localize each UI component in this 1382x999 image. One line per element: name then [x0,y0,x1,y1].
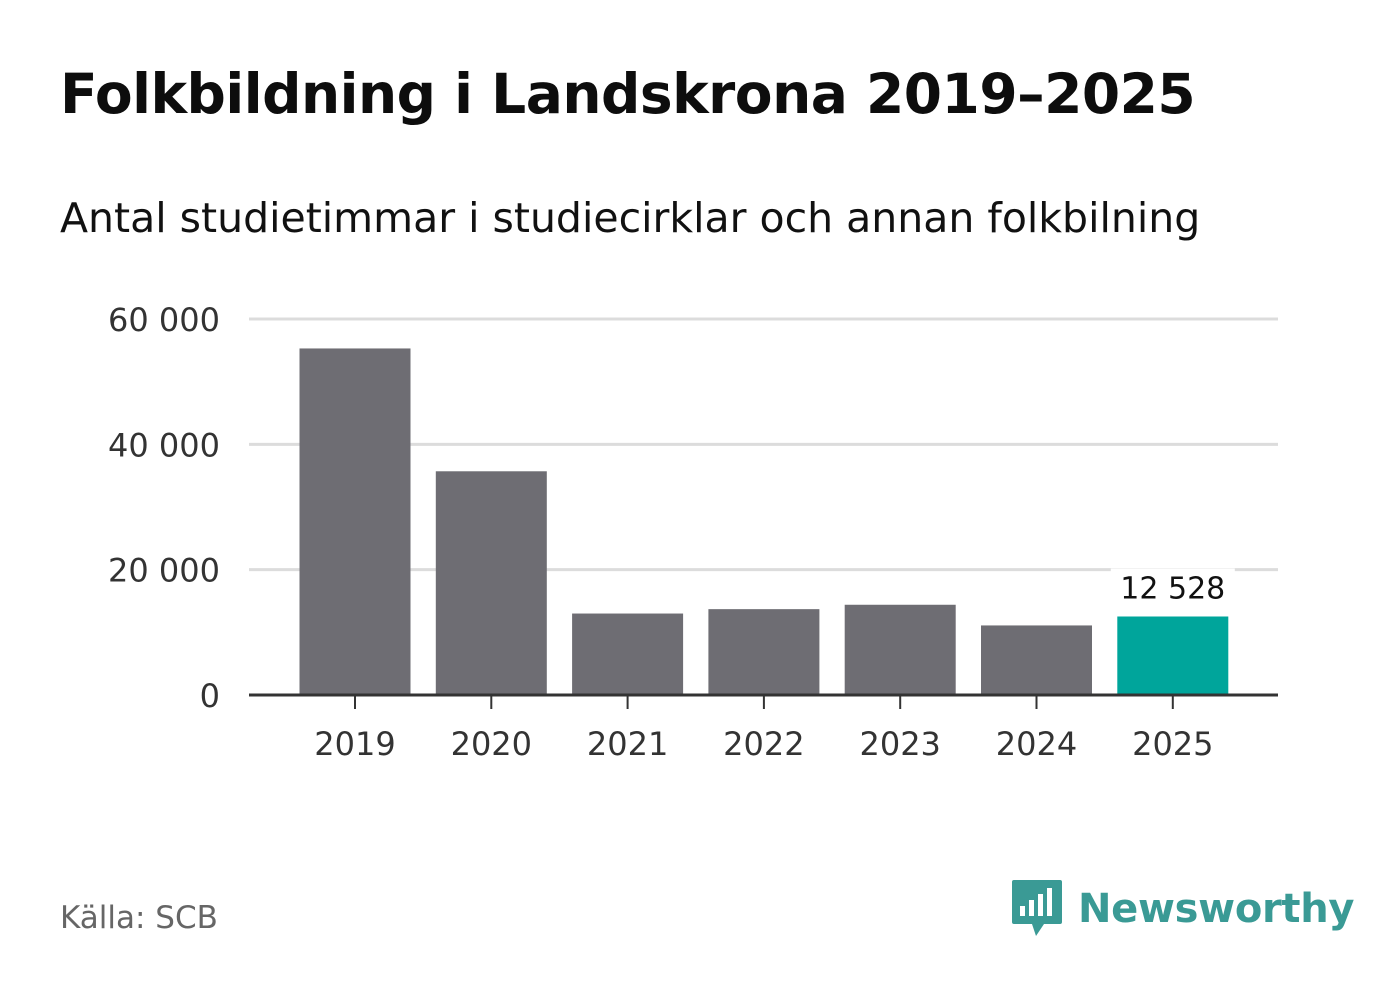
x-tick-label: 2025 [1132,725,1213,763]
brand-logo[interactable]: Newsworthy [1010,878,1355,940]
bars [299,348,1229,695]
gridlines [249,317,1278,572]
x-tick-label: 2023 [859,725,940,763]
x-tick-label: 2021 [587,725,668,763]
y-tick-label: 60 000 [108,301,220,339]
y-tick-label: 0 [200,677,220,715]
data-label-background [1110,568,1235,609]
y-tick-label: 20 000 [108,552,220,590]
axes [249,693,1278,709]
chart-subtitle: Antal studietimmar i studiecirklar och a… [60,194,1201,242]
bar-2021 [572,613,684,695]
bar-2023 [844,604,956,695]
bar-2025 [1117,616,1229,695]
brand-name: Newsworthy [1078,886,1355,932]
x-tick-label: 2019 [314,725,395,763]
data-label: 12 528 [1120,571,1225,606]
source-note: Källa: SCB [60,900,218,936]
newsworthy-logo-icon [1012,880,1062,936]
labels: 0 20 000 40 000 60 000 2019 2020 2021 2022 2023 2… [108,301,1235,763]
x-tick-label: 2020 [451,725,532,763]
chart-title: Folkbildning i Landskrona 2019–2025 [60,62,1196,126]
y-tick-label: 40 000 [108,426,220,464]
x-tick-label: 2022 [723,725,804,763]
bar-2022 [708,609,820,695]
x-tick-label: 2024 [996,725,1077,763]
bar-2020 [435,471,547,695]
bar-2024 [981,625,1092,695]
bar-2019 [299,348,411,695]
